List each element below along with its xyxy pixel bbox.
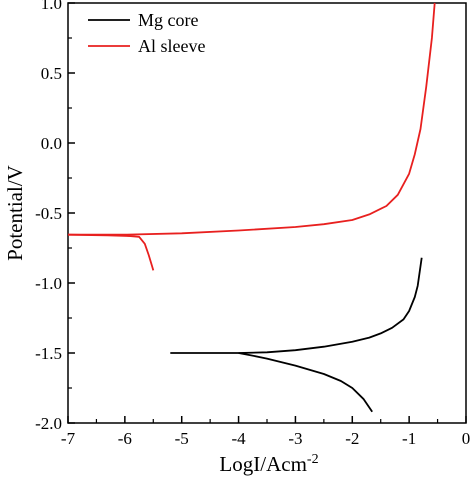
series-line-al-sleeve: [67, 233, 155, 271]
x-tick-label: -2: [345, 429, 359, 448]
y-tick-label: 1.0: [41, 0, 62, 13]
y-tick-label: -1.0: [35, 274, 62, 293]
y-axis: 1.0 0.5 0.0 -0.5 -1.0 -1.5 -2.0: [35, 0, 75, 433]
x-axis-title-superscript: -2: [307, 452, 319, 467]
x-tick-label: -4: [231, 429, 246, 448]
legend-label: Mg core: [138, 10, 198, 30]
series-line-mg-core: [238, 352, 373, 413]
legend-label: Al sleeve: [138, 36, 205, 56]
x-tick-label: -5: [175, 429, 189, 448]
x-axis-title-main: LogI/Acm: [219, 452, 306, 476]
x-tick-label: -6: [118, 429, 132, 448]
y-tick-label: -0.5: [35, 204, 62, 223]
x-axis: -7 -6 -5 -4 -3 -2 -1 0: [61, 416, 470, 448]
plot-frame: [67, 2, 467, 424]
series-line-al-sleeve: [68, 2, 436, 236]
legend: Mg core Al sleeve: [88, 10, 205, 56]
series-layer: [67, 2, 436, 413]
y-axis-title: Potential/V: [3, 165, 27, 261]
y-tick-label: -1.5: [35, 344, 62, 363]
x-tick-label: 0: [462, 429, 471, 448]
y-tick-label: -2.0: [35, 414, 62, 433]
y-tick-label: 0.0: [41, 134, 62, 153]
x-axis-title: LogI/Acm-2: [219, 452, 318, 476]
x-tick-label: -1: [402, 429, 416, 448]
series-line-mg-core: [170, 257, 423, 354]
x-tick-label: -7: [61, 429, 76, 448]
y-tick-label: 0.5: [41, 64, 62, 83]
x-tick-label: -3: [288, 429, 302, 448]
plot-area: [67, 2, 467, 424]
